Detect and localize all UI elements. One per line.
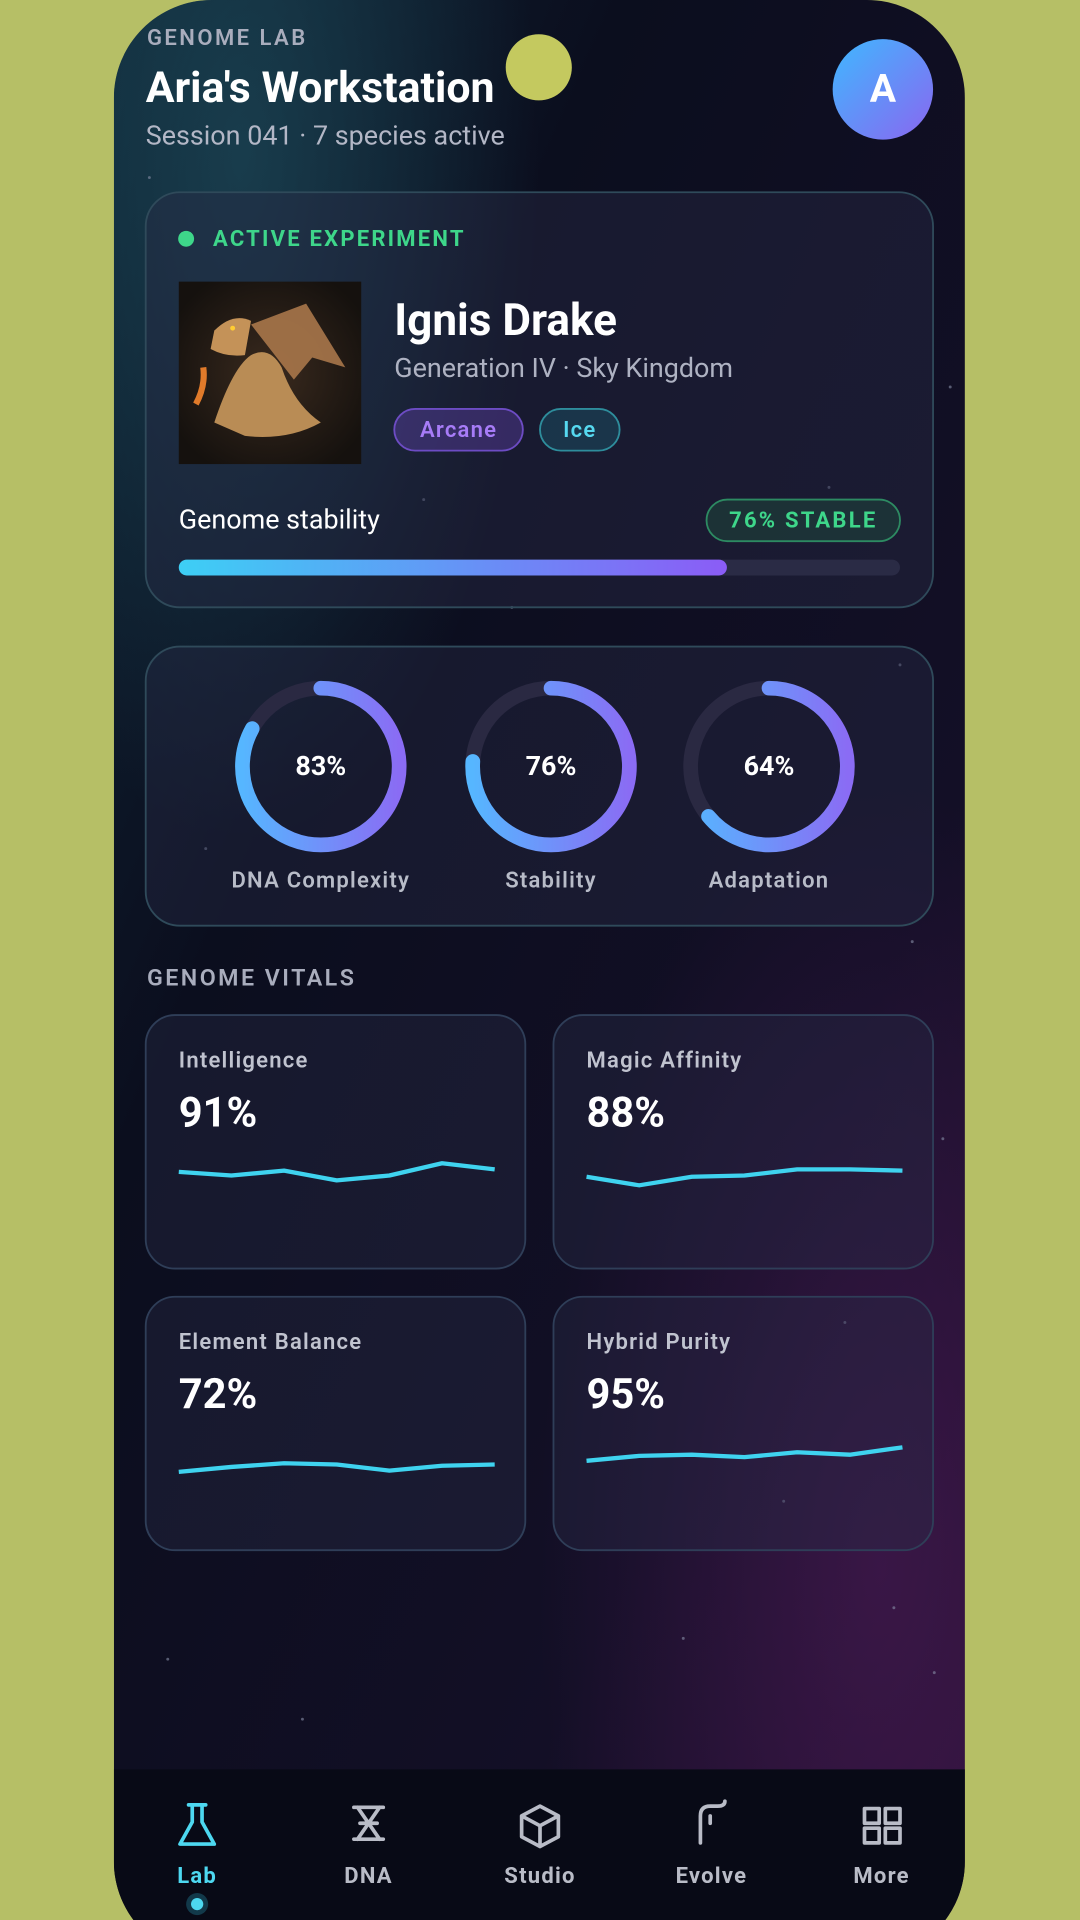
studio-icon[interactable] [519,1804,561,1849]
nav-label[interactable]: More [853,1864,909,1889]
nav-icons [178,1799,902,1849]
ring-arc [235,680,407,853]
ring-value: 83% [295,750,346,782]
stability-badge-label: 76% STABLE [729,508,877,533]
dna-icon[interactable] [352,1805,386,1842]
vital-label: Hybrid Purity [587,1330,732,1355]
status-dot [178,230,195,247]
vital-card[interactable] [552,1014,934,1270]
sparkline [178,1461,495,1474]
active-indicator [191,1897,204,1911]
stability-badge [705,498,901,543]
evolve-icon[interactable] [698,1799,727,1845]
nav-label[interactable]: DNA [344,1864,393,1889]
nav-label[interactable]: Studio [504,1864,575,1889]
ring-label: Adaptation [709,868,830,893]
camera-cutout [505,34,572,101]
sparkline [586,1167,903,1188]
vital-card[interactable] [144,1014,527,1270]
phone: GENOME LAB Aria's Workstation Session 04… [113,0,965,1920]
more-icon[interactable] [862,1806,902,1845]
rings-card [144,645,934,927]
creature-image [178,281,362,465]
ring-arc [465,680,637,853]
ring-label: DNA Complexity [231,868,410,893]
avatar[interactable] [832,39,934,140]
tag[interactable] [539,408,621,452]
status: ACTIVE EXPERIMENT [213,227,466,252]
ring-arc [683,680,855,853]
vital-card[interactable] [144,1295,527,1552]
vital-value: 88% [587,1089,666,1138]
creature-details: Generation IV · Sky Kingdom [394,352,733,384]
creature-name: Ignis Drake [394,294,617,346]
tag-label[interactable]: Arcane [420,418,497,443]
title: Aria's Workstation [146,63,495,113]
sparkline [586,1445,903,1463]
stability-label: Genome stability [179,504,380,536]
ring-label: Stability [505,868,597,893]
vital-label: Element Balance [179,1330,363,1355]
ring-value: 64% [744,750,795,782]
nav-label[interactable]: Evolve [676,1864,748,1889]
vital-label: Intelligence [179,1048,309,1073]
eyebrow: GENOME LAB [147,26,308,51]
section-title: GENOME VITALS [147,964,356,992]
stability-bar [178,559,727,576]
avatar-initial[interactable]: A [870,66,897,112]
vital-card[interactable] [552,1295,934,1552]
vital-label: Magic Affinity [587,1048,743,1073]
tag-label[interactable]: Ice [563,418,596,443]
vital-value: 95% [587,1370,666,1419]
vital-value: 91% [179,1089,258,1138]
ring-value: 76% [526,750,577,782]
sparkline [178,1161,495,1183]
nav-label[interactable]: Lab [177,1864,217,1889]
vital-value: 72% [179,1370,258,1419]
lab-icon[interactable] [178,1803,217,1846]
tag[interactable] [393,408,524,452]
subtitle: Session 041 · 7 species active [146,119,505,151]
